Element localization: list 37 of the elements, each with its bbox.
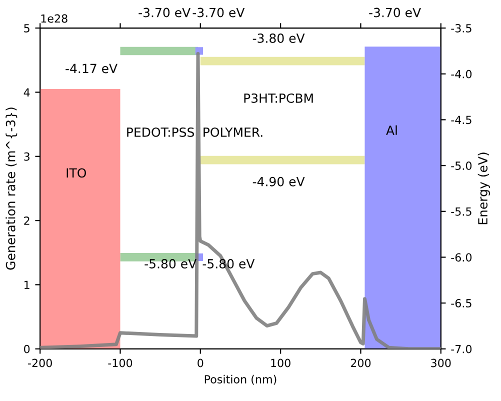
annotation: Al (386, 125, 397, 135)
annotation: ITO (66, 168, 86, 178)
y2-tick-label: -4.5 (451, 116, 472, 124)
y2-tick-label: -5.5 (451, 208, 472, 216)
x-tick-label: 0 (198, 358, 204, 368)
y2-tick-label: -7.0 (451, 344, 472, 354)
annotation: -5.80 eV (202, 258, 255, 268)
x-tick-label: 200 (350, 358, 371, 368)
x-tick-label: 100 (271, 358, 290, 368)
y2-axis-title: Energy (eV) (478, 152, 490, 224)
x-axis-title: Position (nm) (204, 374, 276, 385)
y-tick-label: 3 (24, 152, 30, 161)
y-tick-label: 2 (24, 216, 30, 225)
y2-tick-label: -3.5 (451, 24, 472, 32)
y-tick-label: 0 (24, 344, 30, 354)
annotation: POLYMER. (204, 127, 262, 137)
text: -3.70 eV (192, 8, 245, 18)
x-tick-label: -100 (108, 358, 132, 368)
y-tick-label: 1 (24, 280, 30, 289)
annotation: P3HT:PCBM (244, 93, 313, 103)
text: -3.70 eV (138, 8, 191, 18)
y2-tick-label: -5.0 (451, 162, 472, 170)
y2-tick-label: -6.0 (451, 253, 472, 262)
y-axis-title: Generation rate (m^{-3}) (6, 108, 18, 270)
y2-tick-label: -6.5 (451, 299, 472, 308)
text: -3.70 eV (369, 8, 421, 18)
text: 1e28 (41, 14, 68, 23)
y-tick-label: 5 (24, 24, 30, 32)
x-tick-label: -200 (28, 358, 52, 368)
y-tick-label: 4 (24, 88, 30, 96)
annotation: PEDOT:PSS (127, 127, 194, 137)
y2-tick-label: -4.0 (451, 70, 472, 78)
annotation: -5.80 eV (144, 258, 197, 268)
annotation: -4.17 eV (66, 64, 118, 74)
x-tick-label: 300 (431, 358, 451, 368)
annotation: -3.80 eV (252, 33, 305, 43)
annotation: -4.90 eV (252, 176, 305, 186)
